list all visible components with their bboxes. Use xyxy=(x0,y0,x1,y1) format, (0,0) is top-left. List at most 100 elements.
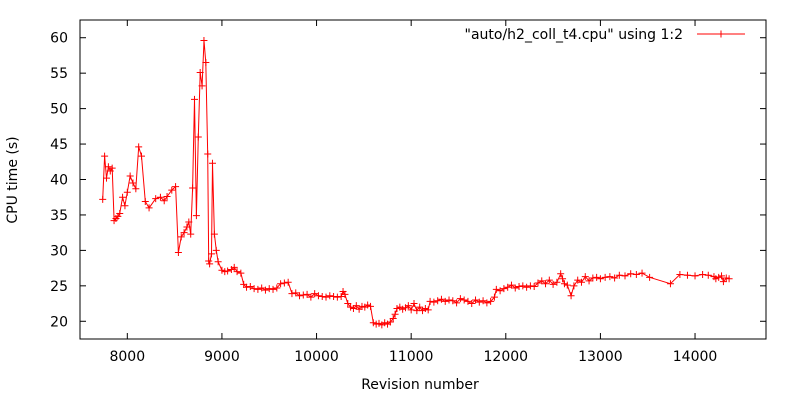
y-tick-label: 60 xyxy=(50,31,68,47)
data-point-marker xyxy=(99,195,107,203)
data-point-marker xyxy=(138,152,146,160)
data-point-marker xyxy=(490,293,498,301)
data-point-marker xyxy=(230,263,238,271)
data-point-marker xyxy=(553,278,561,286)
data-point-marker xyxy=(375,319,383,327)
data-point-marker xyxy=(542,280,550,288)
data-point-marker xyxy=(704,271,712,279)
data-point-marker xyxy=(284,278,292,286)
data-point-marker xyxy=(344,300,352,308)
data-point-marker xyxy=(349,305,357,313)
data-point-marker xyxy=(441,297,449,305)
data-point-marker xyxy=(240,280,248,288)
y-tick-label: 20 xyxy=(50,314,68,330)
data-point-marker xyxy=(719,278,727,286)
data-point-marker xyxy=(311,290,319,298)
y-tick-label: 30 xyxy=(50,243,68,259)
data-point-marker xyxy=(445,296,453,304)
data-point-marker xyxy=(163,193,171,201)
y-tick-label: 50 xyxy=(50,102,68,118)
data-point-marker xyxy=(487,297,495,305)
data-point-marker xyxy=(372,320,380,328)
data-point-marker xyxy=(483,299,491,307)
data-point-marker xyxy=(366,302,374,310)
data-point-marker xyxy=(299,291,307,299)
data-point-marker xyxy=(676,270,684,278)
data-point-marker xyxy=(534,279,542,287)
data-point-marker xyxy=(288,290,296,298)
data-point-marker xyxy=(530,283,538,291)
data-point-marker xyxy=(108,164,116,172)
data-point-marker xyxy=(399,305,407,313)
y-tick-label: 40 xyxy=(50,173,68,189)
data-point-marker xyxy=(198,82,206,90)
data-point-marker xyxy=(208,250,216,258)
data-point-marker xyxy=(386,318,394,326)
data-point-marker xyxy=(152,195,160,203)
data-point-marker xyxy=(303,290,311,298)
data-point-marker xyxy=(187,230,195,238)
data-point-marker xyxy=(183,223,191,231)
data-point-marker xyxy=(212,246,220,254)
data-point-marker xyxy=(638,269,646,277)
data-point-marker xyxy=(464,297,472,305)
y-tick-label: 25 xyxy=(50,279,68,295)
data-point-marker xyxy=(101,152,109,160)
data-point-marker xyxy=(135,143,143,151)
series-line xyxy=(102,40,730,326)
data-point-marker xyxy=(330,292,338,300)
data-point-marker xyxy=(460,296,468,304)
data-point-marker xyxy=(468,300,476,308)
data-point-marker xyxy=(519,282,527,290)
data-point-marker xyxy=(606,273,614,281)
legend-marker xyxy=(717,30,725,38)
data-point-marker xyxy=(322,293,330,301)
data-point-marker xyxy=(430,298,438,306)
data-point-marker xyxy=(269,285,277,293)
data-point-marker xyxy=(123,188,131,196)
x-tick-label: 12000 xyxy=(484,349,529,365)
data-point-marker xyxy=(391,310,399,318)
data-point-marker xyxy=(691,272,699,280)
data-point-marker xyxy=(559,275,567,283)
data-point-marker xyxy=(557,270,565,278)
data-point-marker xyxy=(369,319,377,327)
data-point-marker xyxy=(221,268,229,276)
data-point-marker xyxy=(185,218,193,226)
x-tick-label: 14000 xyxy=(673,349,718,365)
data-point-marker xyxy=(261,286,269,294)
data-point-marker xyxy=(116,210,124,218)
legend-plus-marker xyxy=(717,30,725,38)
x-tick-label: 11000 xyxy=(389,349,434,365)
y-axis-label: CPU time (s) xyxy=(5,136,21,223)
data-point-marker xyxy=(177,233,185,241)
data-point-marker xyxy=(202,59,210,67)
data-point-marker xyxy=(507,281,515,289)
data-point-marker xyxy=(145,204,153,212)
data-point-marker xyxy=(593,273,601,281)
data-point-marker xyxy=(421,305,429,313)
data-point-marker xyxy=(121,202,129,210)
data-point-marker xyxy=(277,280,285,288)
plot-frame xyxy=(79,19,767,340)
data-point-marker xyxy=(563,281,571,289)
data-point-marker xyxy=(326,292,334,300)
data-point-marker xyxy=(437,295,445,303)
data-point-marker xyxy=(352,302,360,310)
data-point-marker xyxy=(577,278,585,286)
data-point-marker xyxy=(280,279,288,287)
data-point-marker xyxy=(347,303,355,311)
data-point-marker xyxy=(699,270,707,278)
data-point-marker xyxy=(246,283,254,291)
data-point-marker xyxy=(307,293,315,301)
data-point-marker xyxy=(515,283,523,291)
data-point-marker xyxy=(218,266,226,274)
data-point-marker xyxy=(511,284,519,292)
data-point-marker xyxy=(538,277,546,285)
data-point-marker xyxy=(156,193,164,201)
data-point-marker xyxy=(273,284,281,292)
data-point-marker xyxy=(160,197,168,205)
data-point-marker xyxy=(627,270,635,278)
data-point-marker xyxy=(596,275,604,283)
